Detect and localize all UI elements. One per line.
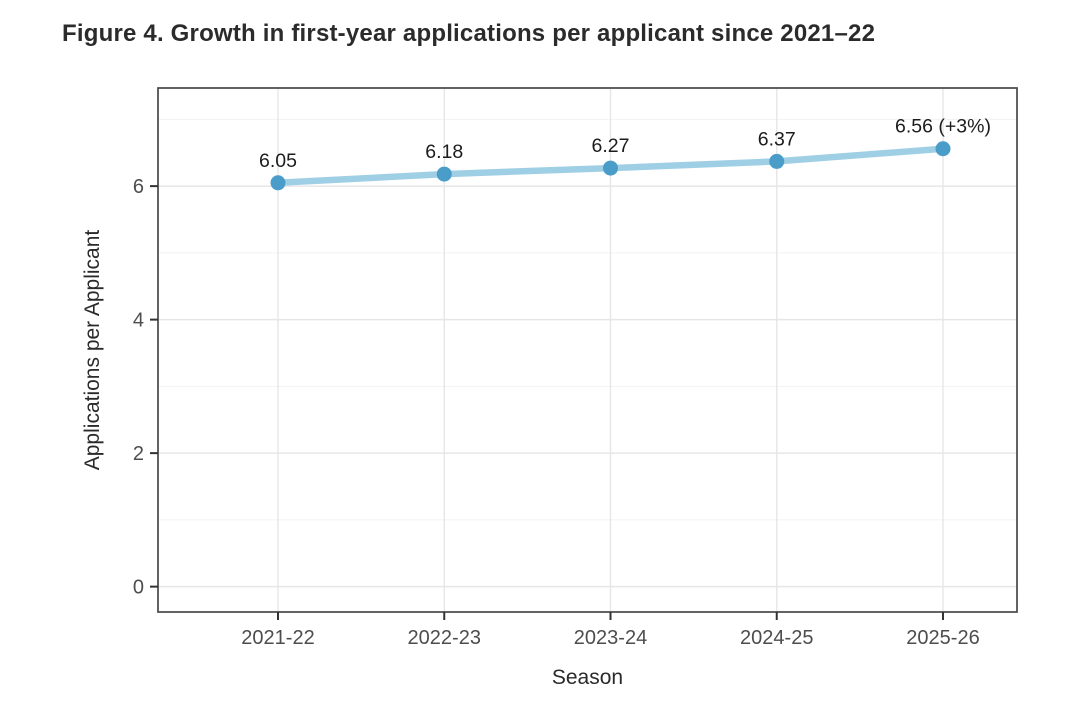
plot-panel-background <box>158 88 1017 612</box>
data-point <box>935 141 951 157</box>
data-point-label: 6.18 <box>425 141 463 163</box>
y-axis-title: Applications per Applicant <box>81 229 104 471</box>
y-axis-tick-label: 4 <box>133 310 144 332</box>
x-axis-tick-label: 2021-22 <box>241 627 314 649</box>
data-point-label: 6.05 <box>259 150 297 172</box>
figure-title: Figure 4. Growth in first-year applicati… <box>62 20 876 47</box>
y-axis-tick-label: 6 <box>133 176 144 198</box>
data-point-label: 6.56 (+3%) <box>895 116 991 138</box>
data-point-label: 6.27 <box>592 135 630 157</box>
data-point <box>603 160 618 176</box>
x-axis-tick-label: 2024-25 <box>740 627 813 649</box>
data-point <box>769 153 785 169</box>
x-axis-title: Season <box>551 666 624 689</box>
data-point <box>270 175 286 191</box>
x-axis-tick-label: 2022-23 <box>408 627 481 649</box>
data-point <box>436 166 452 182</box>
y-axis-tick-label: 2 <box>133 443 144 465</box>
data-point-label: 6.37 <box>758 128 796 150</box>
y-axis-tick-label: 0 <box>133 577 144 599</box>
x-axis-tick-label: 2025-26 <box>906 627 979 649</box>
x-axis-tick-label: 2023-24 <box>574 627 647 649</box>
panel-border <box>157 87 1018 613</box>
